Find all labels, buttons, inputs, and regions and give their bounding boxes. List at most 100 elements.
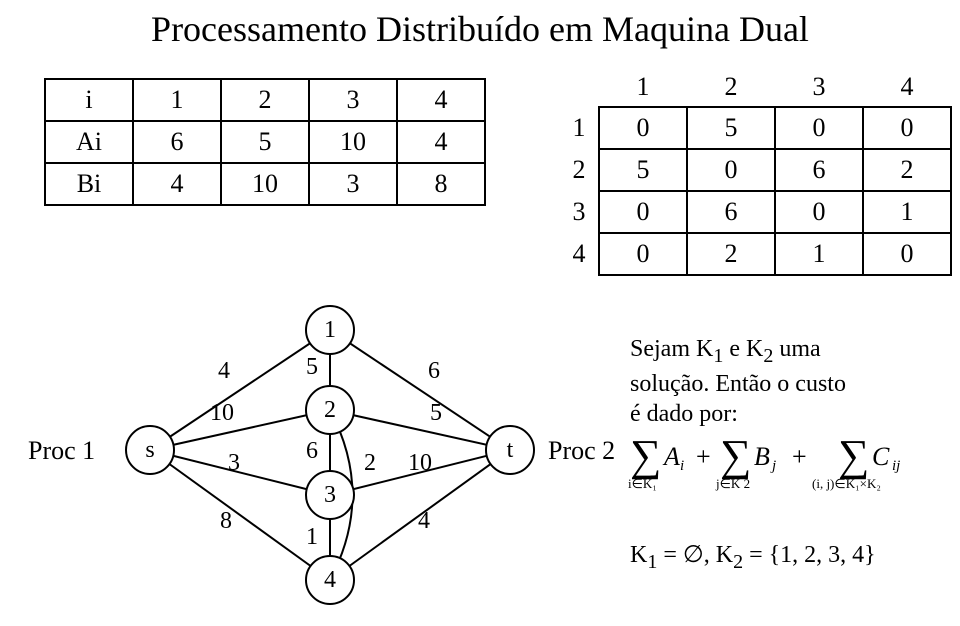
cell: 0 bbox=[775, 191, 863, 233]
cell: 2 bbox=[221, 79, 309, 121]
cell: 0 bbox=[687, 149, 775, 191]
edge-label: 6 bbox=[428, 358, 440, 385]
cell: 5 bbox=[687, 107, 775, 149]
cell: 1 bbox=[775, 233, 863, 275]
math-var: A bbox=[664, 442, 680, 472]
cell: 10 bbox=[309, 121, 397, 163]
parameters-table: i 1 2 3 4 Ai 6 5 10 4 Bi 4 10 3 8 bbox=[44, 78, 486, 206]
sigma-icon: ∑ bbox=[630, 431, 661, 480]
cell: i bbox=[45, 79, 133, 121]
subscript: 2 bbox=[763, 345, 773, 367]
cell: 1 bbox=[863, 191, 951, 233]
text: solução. Então o custo bbox=[630, 371, 846, 397]
text: uma bbox=[773, 336, 820, 362]
sum-subscript: j∈K 2 bbox=[716, 476, 750, 492]
cost-matrix-table: 1 2 3 4 1 0 5 0 0 2 5 0 6 2 3 0 6 0 1 4 bbox=[560, 68, 952, 276]
sum-subscript: (i, j)∈K₁×K₂ bbox=[812, 476, 881, 492]
edge-label: 6 bbox=[306, 438, 318, 465]
table-row: i 1 2 3 4 bbox=[45, 79, 485, 121]
row-header: 3 bbox=[560, 191, 599, 233]
text: = ∅, K bbox=[663, 542, 733, 568]
cell: 10 bbox=[221, 163, 309, 205]
network-graph: Proc 1 Proc 2 4 10 3 8 6 5 10 4 5 6 1 2 … bbox=[10, 300, 630, 600]
text: K bbox=[630, 542, 647, 568]
table-row: 1 2 3 4 bbox=[560, 68, 951, 107]
edge-label: 4 bbox=[418, 508, 430, 535]
text: Sejam K bbox=[630, 336, 713, 362]
plus-sign: + bbox=[696, 442, 711, 472]
math-idx: i bbox=[680, 458, 684, 475]
node-4: 4 bbox=[305, 555, 355, 605]
cell: 0 bbox=[599, 233, 687, 275]
cell: Bi bbox=[45, 163, 133, 205]
cell: Ai bbox=[45, 121, 133, 163]
col-header: 3 bbox=[775, 68, 863, 107]
table-row: 4 0 2 1 0 bbox=[560, 233, 951, 275]
table-row: 2 5 0 6 2 bbox=[560, 149, 951, 191]
edge-label: 4 bbox=[218, 358, 230, 385]
node-1: 1 bbox=[305, 305, 355, 355]
edge-label: 10 bbox=[210, 400, 234, 427]
col-header: 1 bbox=[599, 68, 687, 107]
proc1-label: Proc 1 bbox=[28, 436, 95, 466]
cell: 4 bbox=[397, 121, 485, 163]
cell: 5 bbox=[221, 121, 309, 163]
row-header: 4 bbox=[560, 233, 599, 275]
node-2: 2 bbox=[305, 385, 355, 435]
slide-title: Processamento Distribuído em Maquina Dua… bbox=[0, 8, 960, 50]
cell: 1 bbox=[133, 79, 221, 121]
subscript: 1 bbox=[713, 345, 723, 367]
edge-label: 5 bbox=[430, 400, 442, 427]
math-idx: j bbox=[772, 458, 776, 475]
sum-subscript: i∈K₁ bbox=[628, 476, 657, 492]
edge-label: 8 bbox=[220, 508, 232, 535]
table-row: 3 0 6 0 1 bbox=[560, 191, 951, 233]
plus-sign: + bbox=[792, 442, 807, 472]
edge-label: 5 bbox=[306, 354, 318, 381]
table-row: Bi 4 10 3 8 bbox=[45, 163, 485, 205]
cell: 0 bbox=[599, 107, 687, 149]
edge-label: 1 bbox=[306, 524, 318, 551]
k-sets-line: K1 = ∅, K2 = {1, 2, 3, 4} bbox=[630, 540, 876, 574]
cost-formula: ∑ i∈K₁ A i + ∑ j∈K 2 B j + ∑ (i, j)∈K₁×K… bbox=[630, 430, 950, 500]
text: e K bbox=[723, 336, 763, 362]
cell: 6 bbox=[687, 191, 775, 233]
subscript: 2 bbox=[733, 551, 743, 573]
cell: 4 bbox=[133, 163, 221, 205]
cell: 0 bbox=[863, 233, 951, 275]
cell: 3 bbox=[309, 79, 397, 121]
cell: 2 bbox=[863, 149, 951, 191]
math-var: C bbox=[872, 442, 889, 472]
subscript: 1 bbox=[647, 551, 657, 573]
sigma-icon: ∑ bbox=[720, 431, 751, 480]
edge-label: 3 bbox=[228, 450, 240, 477]
node-t: t bbox=[485, 425, 535, 475]
edge-label: 2 bbox=[364, 450, 376, 477]
row-header: 2 bbox=[560, 149, 599, 191]
col-header: 2 bbox=[687, 68, 775, 107]
cell: 2 bbox=[687, 233, 775, 275]
node-3: 3 bbox=[305, 470, 355, 520]
math-var: B bbox=[754, 442, 770, 472]
proc2-label: Proc 2 bbox=[548, 436, 615, 466]
cell: 0 bbox=[863, 107, 951, 149]
col-header: 4 bbox=[863, 68, 951, 107]
table-row: 1 0 5 0 0 bbox=[560, 107, 951, 149]
text: é dado por: bbox=[630, 401, 738, 427]
cell: 3 bbox=[309, 163, 397, 205]
sigma-icon: ∑ bbox=[838, 431, 869, 480]
math-idx: ij bbox=[892, 458, 900, 475]
cell: 5 bbox=[599, 149, 687, 191]
cell: 8 bbox=[397, 163, 485, 205]
cell: 6 bbox=[775, 149, 863, 191]
slide: Processamento Distribuído em Maquina Dua… bbox=[0, 0, 960, 626]
cell: 4 bbox=[397, 79, 485, 121]
cell: 0 bbox=[775, 107, 863, 149]
cell: 6 bbox=[133, 121, 221, 163]
solution-text: Sejam K1 e K2 uma solução. Então o custo… bbox=[630, 334, 930, 429]
row-header: 1 bbox=[560, 107, 599, 149]
cell: 0 bbox=[599, 191, 687, 233]
cell-empty bbox=[560, 68, 599, 107]
table-row: Ai 6 5 10 4 bbox=[45, 121, 485, 163]
node-s: s bbox=[125, 425, 175, 475]
